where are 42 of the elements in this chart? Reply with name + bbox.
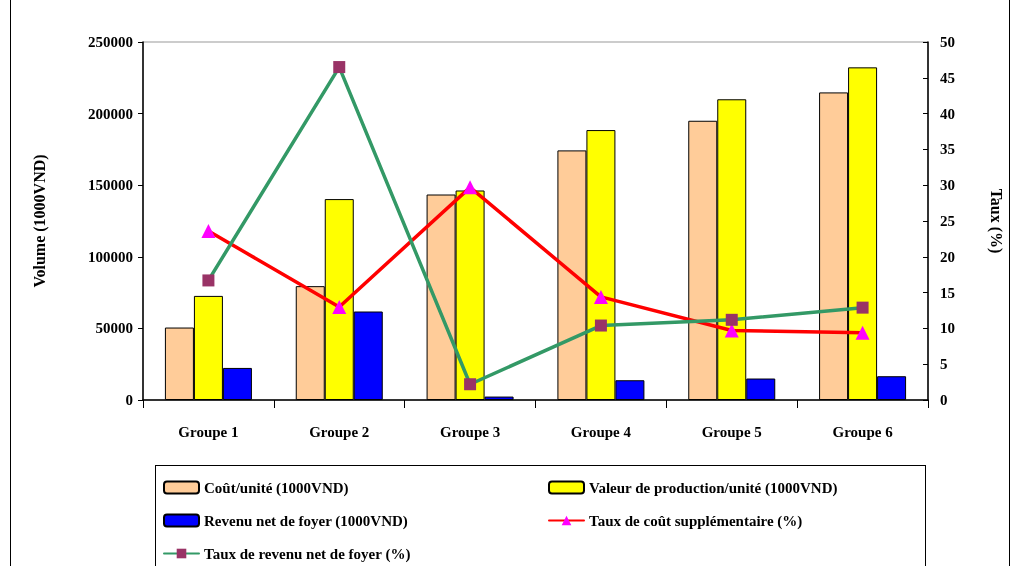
y-tick-label: 50000 xyxy=(95,320,133,337)
y-tick-label: 200000 xyxy=(88,105,133,122)
point xyxy=(856,301,869,314)
point xyxy=(333,61,346,74)
y-tick-label: 150000 xyxy=(88,177,133,194)
x-tick-label: Groupe 4 xyxy=(570,423,632,440)
x-tick-label: Groupe 1 xyxy=(178,423,239,440)
y2-tick-label: 15 xyxy=(940,284,955,301)
point xyxy=(725,313,738,326)
point xyxy=(463,180,478,195)
point xyxy=(594,319,607,332)
legend-label: Taux de coût supplémentaire (%) xyxy=(589,512,803,530)
point xyxy=(201,224,216,239)
y-axis-title: Volume (1000VND) xyxy=(30,154,49,288)
y-tick-label: 0 xyxy=(125,392,133,408)
y2-tick-label: 0 xyxy=(940,392,948,408)
y2-tick-label: 50 xyxy=(940,34,955,50)
x-tick-label: Groupe 6 xyxy=(832,423,894,440)
point xyxy=(855,325,870,340)
y2-tick-label: 40 xyxy=(940,105,955,122)
point xyxy=(724,323,739,338)
legend-label: Taux de revenu net de foyer (%) xyxy=(204,545,411,563)
point xyxy=(464,378,477,391)
point xyxy=(202,274,215,287)
y2-tick-label: 30 xyxy=(940,177,955,194)
legend-label: Valeur de production/unité (1000VND) xyxy=(589,479,838,497)
legend-label: Revenu net de foyer (1000VND) xyxy=(204,512,408,530)
legend-label: Coût/unité (1000VND) xyxy=(204,479,349,497)
y2-tick-label: 20 xyxy=(940,248,955,265)
y2-tick-label: 45 xyxy=(940,69,955,86)
y2-tick-label: 25 xyxy=(940,213,955,229)
y2-tick-label: 5 xyxy=(940,356,948,373)
y2-axis-title: Taux (%) xyxy=(986,188,1005,254)
point xyxy=(593,289,608,304)
y2-tick-label: 35 xyxy=(940,141,955,158)
x-tick-label: Groupe 3 xyxy=(440,423,501,440)
y-tick-label: 250000 xyxy=(88,34,133,50)
y-tick-label: 100000 xyxy=(88,248,133,265)
x-tick-label: Groupe 2 xyxy=(309,423,370,440)
y2-tick-label: 10 xyxy=(940,320,955,337)
x-tick-label: Groupe 5 xyxy=(701,423,762,440)
point xyxy=(332,299,347,314)
